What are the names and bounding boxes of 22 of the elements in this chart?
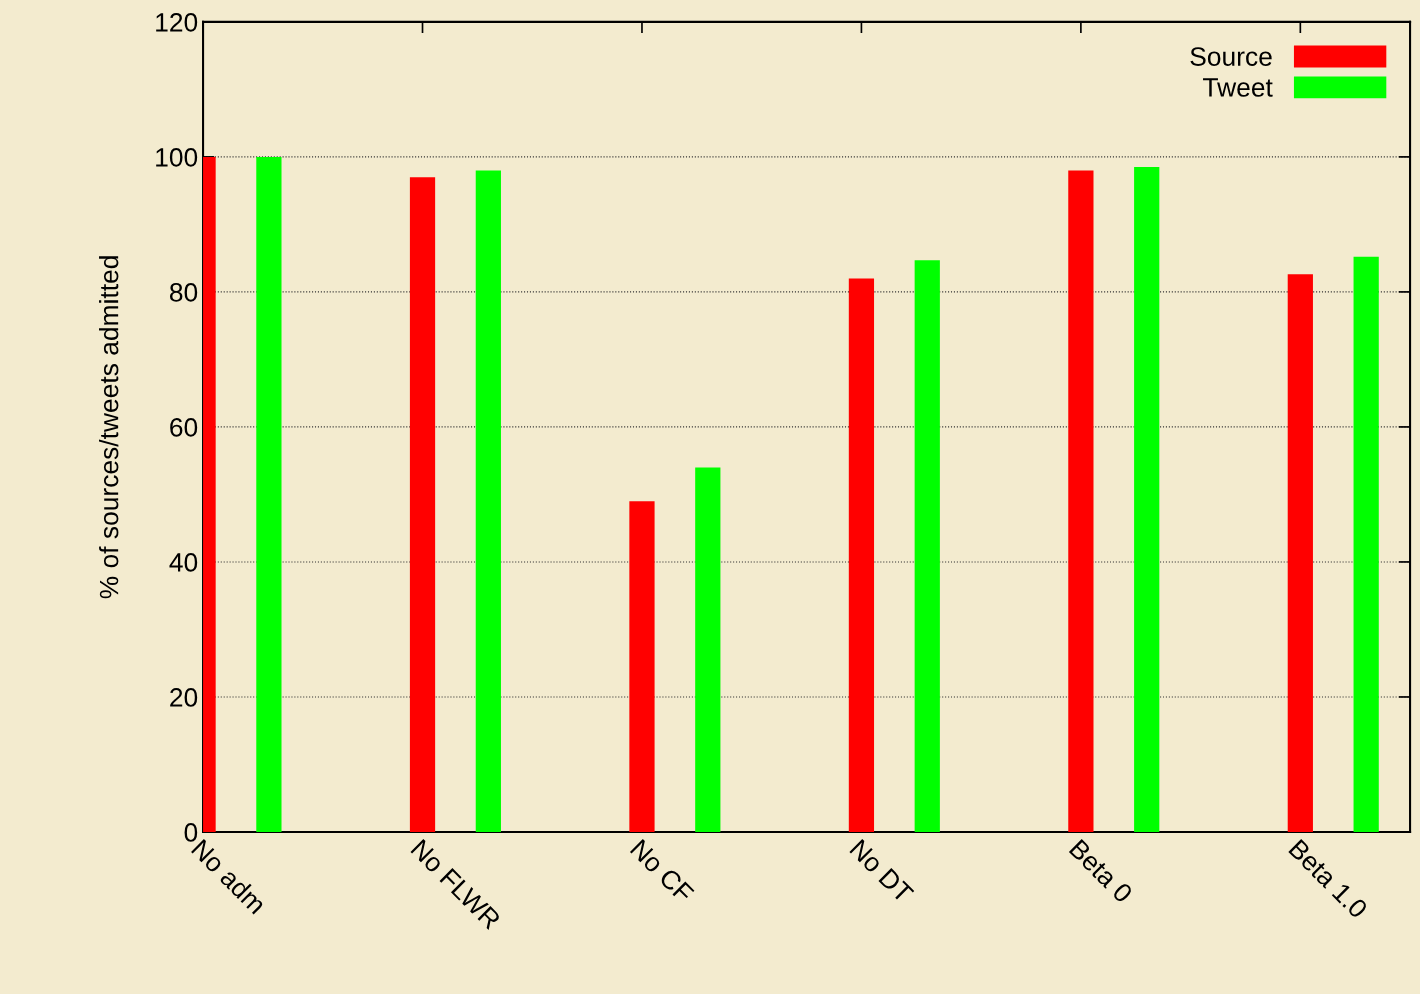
bar xyxy=(1287,274,1313,832)
y-tick-label: 80 xyxy=(170,283,198,302)
y-tick-label: 40 xyxy=(169,553,198,572)
bar xyxy=(409,177,436,832)
x-tick-label: No CF xyxy=(629,838,695,904)
legend-label: Tweet xyxy=(1203,78,1273,97)
bar xyxy=(1353,256,1379,832)
bar xyxy=(1134,167,1160,832)
legend-label: Source xyxy=(1190,47,1272,66)
y-tick-label: 120 xyxy=(156,13,198,32)
bar xyxy=(629,501,655,832)
y-tick-label: 20 xyxy=(170,688,198,707)
y-tick-label: 60 xyxy=(170,418,198,437)
bar xyxy=(1068,170,1094,832)
y-axis-title: % of sources/tweets admitted xyxy=(99,256,119,599)
bar xyxy=(914,260,940,832)
bar xyxy=(256,156,282,832)
y-tick-label: 100 xyxy=(156,148,198,167)
bar xyxy=(695,467,721,832)
bar xyxy=(475,170,501,832)
x-tick-label: No DT xyxy=(849,839,915,905)
bar xyxy=(848,278,875,832)
